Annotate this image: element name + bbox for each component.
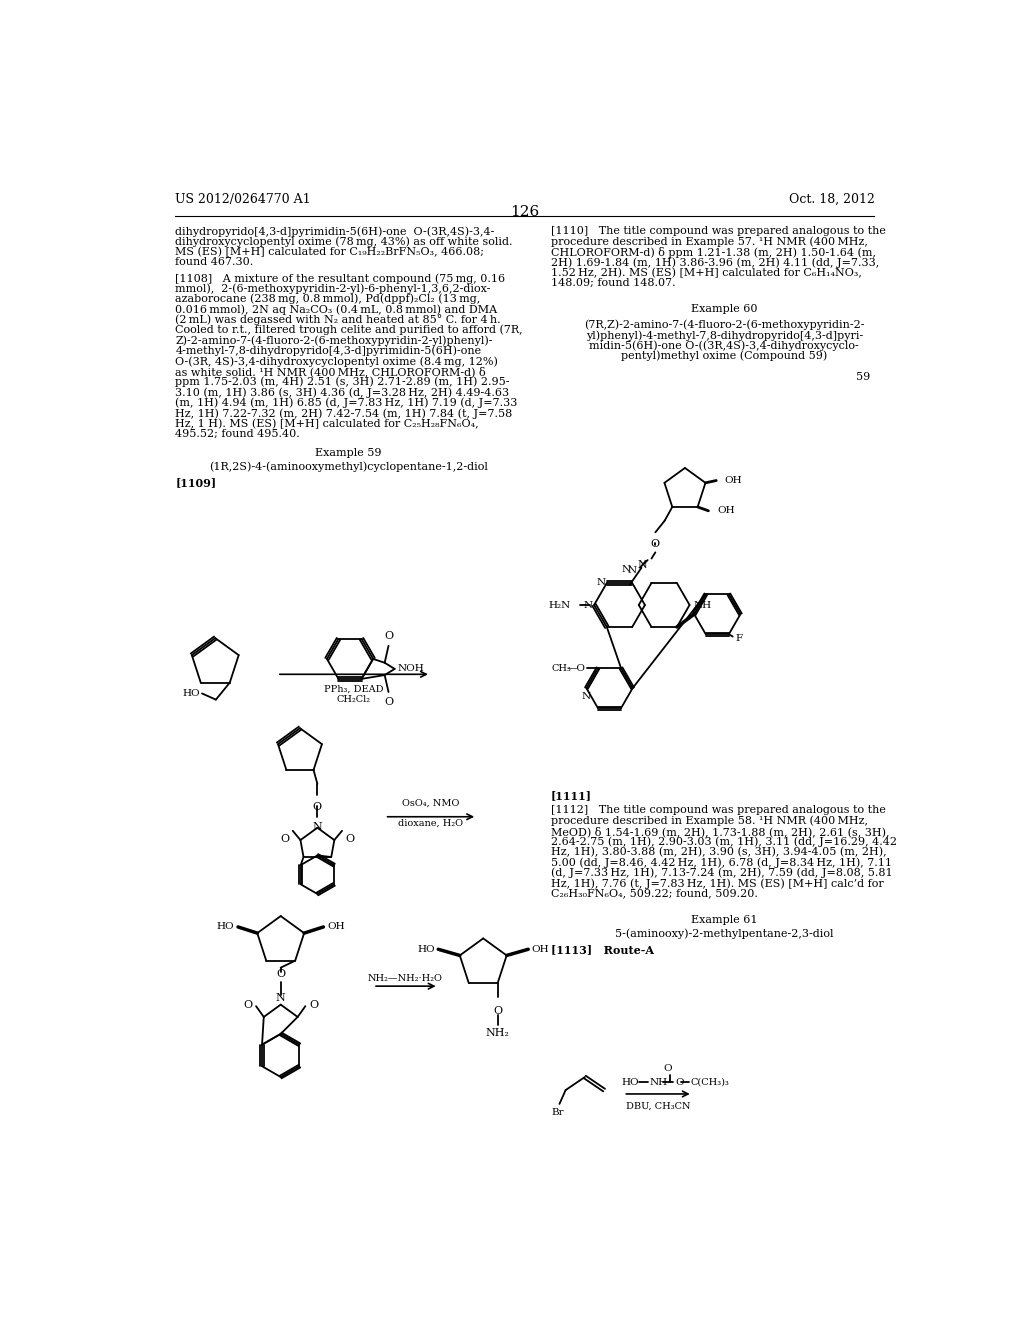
Text: O: O <box>309 999 318 1010</box>
Text: N: N <box>596 578 605 587</box>
Text: procedure described in Example 57. ¹H NMR (400 MHz,: procedure described in Example 57. ¹H NM… <box>551 236 868 247</box>
Text: O: O <box>281 833 290 843</box>
Text: as white solid. ¹H NMR (400 MHz, CHLOROFORM-d) δ: as white solid. ¹H NMR (400 MHz, CHLOROF… <box>175 367 485 378</box>
Text: dihydropyrido[4,3-d]pyrimidin-5(6H)-one  O-(3R,4S)-3,4-: dihydropyrido[4,3-d]pyrimidin-5(6H)-one … <box>175 226 495 236</box>
Text: Oct. 18, 2012: Oct. 18, 2012 <box>788 193 874 206</box>
Text: CH₂Cl₂: CH₂Cl₂ <box>337 696 371 704</box>
Text: HO: HO <box>418 945 435 954</box>
Text: (d, J=7.33 Hz, 1H), 7.13-7.24 (m, 2H), 7.59 (dd, J=8.08, 5.81: (d, J=7.33 Hz, 1H), 7.13-7.24 (m, 2H), 7… <box>551 867 893 878</box>
Text: MS (ES) [M+H] calculated for C₁₉H₂₂BrFN₅O₃, 466.08;: MS (ES) [M+H] calculated for C₁₉H₂₂BrFN₅… <box>175 247 484 257</box>
Text: azaborocane (238 mg, 0.8 mmol), Pd(dppf)₂Cl₂ (13 mg,: azaborocane (238 mg, 0.8 mmol), Pd(dppf)… <box>175 294 480 305</box>
Text: Hz, 1H) 7.22-7.32 (m, 2H) 7.42-7.54 (m, 1H) 7.84 (t, J=7.58: Hz, 1H) 7.22-7.32 (m, 2H) 7.42-7.54 (m, … <box>175 408 512 418</box>
Text: O: O <box>385 697 394 706</box>
Text: yl)phenyl)-4-methyl-7,8-dihydropyrido[4,3-d]pyri-: yl)phenyl)-4-methyl-7,8-dihydropyrido[4,… <box>586 330 863 341</box>
Text: DBU, CH₃CN: DBU, CH₃CN <box>626 1102 690 1110</box>
Text: mmol),  2-(6-methoxypyridin-2-yl)-6-phenyl-1,3,6,2-diox-: mmol), 2-(6-methoxypyridin-2-yl)-6-pheny… <box>175 284 490 294</box>
Text: N: N <box>312 822 323 833</box>
Text: HO: HO <box>216 923 234 932</box>
Text: C₂₆H₃₀FN₆O₄, 509.22; found, 509.20.: C₂₆H₃₀FN₆O₄, 509.22; found, 509.20. <box>551 888 758 899</box>
Text: HO: HO <box>622 1078 639 1086</box>
Text: [1111]: [1111] <box>551 789 592 801</box>
Text: [1108]   A mixture of the resultant compound (75 mg, 0.16: [1108] A mixture of the resultant compou… <box>175 273 506 284</box>
Text: (2 mL) was degassed with N₂ and heated at 85° C. for 4 h.: (2 mL) was degassed with N₂ and heated a… <box>175 314 501 326</box>
Text: 2.64-2.75 (m, 1H), 2.90-3.03 (m, 1H), 3.11 (dd, J=16.29, 4.42: 2.64-2.75 (m, 1H), 2.90-3.03 (m, 1H), 3.… <box>551 837 897 847</box>
Text: N: N <box>582 692 591 701</box>
Text: OsO₄, NMO: OsO₄, NMO <box>402 799 460 808</box>
Text: Example 61: Example 61 <box>691 915 758 924</box>
Text: dihydroxycyclopentyl oxime (78 mg, 43%) as off white solid.: dihydroxycyclopentyl oxime (78 mg, 43%) … <box>175 236 513 247</box>
Text: [1113]   Route-A: [1113] Route-A <box>551 944 654 954</box>
Text: Cooled to r.t., filtered trough celite and purified to afford (7R,: Cooled to r.t., filtered trough celite a… <box>175 325 523 335</box>
Text: CHLOROFORM-d) δ ppm 1.21-1.38 (m, 2H) 1.50-1.64 (m,: CHLOROFORM-d) δ ppm 1.21-1.38 (m, 2H) 1.… <box>551 247 876 257</box>
Text: procedure described in Example 58. ¹H NMR (400 MHz,: procedure described in Example 58. ¹H NM… <box>551 816 868 826</box>
Text: [1109]: [1109] <box>175 477 216 487</box>
Text: 1.52 Hz, 2H). MS (ES) [M+H] calculated for C₆H₁₄NO₃,: 1.52 Hz, 2H). MS (ES) [M+H] calculated f… <box>551 268 862 279</box>
Text: N: N <box>638 560 647 570</box>
Text: O: O <box>664 1064 673 1073</box>
Text: O: O <box>494 1006 502 1016</box>
Text: Example 60: Example 60 <box>691 304 758 314</box>
Text: O-(3R, 4S)-3,4-dihydroxycyclopentyl oxime (8.4 mg, 12%): O-(3R, 4S)-3,4-dihydroxycyclopentyl oxim… <box>175 356 498 367</box>
Text: [1110]   The title compound was prepared analogous to the: [1110] The title compound was prepared a… <box>551 226 886 236</box>
Text: N: N <box>628 566 637 576</box>
Text: midin-5(6H)-one O-((3R,4S)-3,4-dihydroxycyclo-: midin-5(6H)-one O-((3R,4S)-3,4-dihydroxy… <box>590 341 859 351</box>
Text: OH: OH <box>531 945 549 954</box>
Text: O: O <box>345 833 354 843</box>
Text: NH: NH <box>649 1078 668 1086</box>
Text: O: O <box>312 801 322 812</box>
Text: 2H) 1.69-1.84 (m, 1H) 3.86-3.96 (m, 2H) 4.11 (dd, J=7.33,: 2H) 1.69-1.84 (m, 1H) 3.86-3.96 (m, 2H) … <box>551 257 880 268</box>
Text: Hz, 1 H). MS (ES) [M+H] calculated for C₂₅H₂₈FN₆O₄,: Hz, 1 H). MS (ES) [M+H] calculated for C… <box>175 418 479 429</box>
Text: N: N <box>622 565 631 574</box>
Text: dioxane, H₂O: dioxane, H₂O <box>398 818 463 828</box>
Text: ppm 1.75-2.03 (m, 4H) 2.51 (s, 3H) 2.71-2.89 (m, 1H) 2.95-: ppm 1.75-2.03 (m, 4H) 2.51 (s, 3H) 2.71-… <box>175 378 510 388</box>
Text: 5.00 (dd, J=8.46, 4.42 Hz, 1H), 6.78 (d, J=8.34 Hz, 1H), 7.11: 5.00 (dd, J=8.46, 4.42 Hz, 1H), 6.78 (d,… <box>551 858 892 869</box>
Text: 126: 126 <box>510 205 540 219</box>
Text: O: O <box>385 631 394 642</box>
Text: Example 59: Example 59 <box>315 447 382 458</box>
Text: O: O <box>243 999 252 1010</box>
Text: O: O <box>651 539 659 549</box>
Text: 59: 59 <box>856 372 870 381</box>
Text: OH: OH <box>717 507 734 515</box>
Text: US 2012/0264770 A1: US 2012/0264770 A1 <box>175 193 311 206</box>
Text: 0.016 mmol), 2N aq Na₂CO₃ (0.4 mL, 0.8 mmol) and DMA: 0.016 mmol), 2N aq Na₂CO₃ (0.4 mL, 0.8 m… <box>175 304 498 314</box>
Text: found 467.30.: found 467.30. <box>175 257 254 268</box>
Text: N: N <box>275 993 286 1003</box>
Text: O: O <box>675 1078 684 1086</box>
Text: C(CH₃)₃: C(CH₃)₃ <box>690 1078 729 1086</box>
Text: OH: OH <box>725 477 742 484</box>
Text: (m, 1H) 4.94 (m, 1H) 6.85 (d, J=7.83 Hz, 1H) 7.19 (d, J=7.33: (m, 1H) 4.94 (m, 1H) 6.85 (d, J=7.83 Hz,… <box>175 397 517 408</box>
Text: NH₂—NH₂·H₂O: NH₂—NH₂·H₂O <box>368 974 443 983</box>
Text: CH₃: CH₃ <box>552 664 571 673</box>
Text: N: N <box>584 601 593 610</box>
Text: Hz, 1H), 7.76 (t, J=7.83 Hz, 1H). MS (ES) [M+H] calc’d for: Hz, 1H), 7.76 (t, J=7.83 Hz, 1H). MS (ES… <box>551 878 884 888</box>
Text: [1112]   The title compound was prepared analogous to the: [1112] The title compound was prepared a… <box>551 805 886 816</box>
Text: 4-methyl-7,8-dihydropyrido[4,3-d]pyrimidin-5(6H)-one: 4-methyl-7,8-dihydropyrido[4,3-d]pyrimid… <box>175 346 481 356</box>
Text: O: O <box>276 969 286 979</box>
Text: HO: HO <box>182 689 200 698</box>
Text: pentyl)methyl oxime (Compound 59): pentyl)methyl oxime (Compound 59) <box>622 351 827 362</box>
Text: 5-(aminooxy)-2-methylpentane-2,3-diol: 5-(aminooxy)-2-methylpentane-2,3-diol <box>615 928 834 939</box>
Text: 148.09; found 148.07.: 148.09; found 148.07. <box>551 279 676 288</box>
Text: NH: NH <box>693 601 712 610</box>
Text: —O: —O <box>566 664 586 673</box>
Text: Z)-2-amino-7-(4-fluoro-2-(6-methoxypyridin-2-yl)phenyl)-: Z)-2-amino-7-(4-fluoro-2-(6-methoxypyrid… <box>175 335 493 346</box>
Text: NH₂: NH₂ <box>485 1028 510 1039</box>
Text: NOH: NOH <box>397 664 425 673</box>
Text: F: F <box>735 634 742 643</box>
Text: (7R,Z)-2-amino-7-(4-fluoro-2-(6-methoxypyridin-2-: (7R,Z)-2-amino-7-(4-fluoro-2-(6-methoxyp… <box>584 319 864 330</box>
Text: 495.52; found 495.40.: 495.52; found 495.40. <box>175 429 300 438</box>
Text: OH: OH <box>328 923 345 932</box>
Text: MeOD) δ 1.54-1.69 (m, 2H), 1.73-1.88 (m, 2H), 2.61 (s, 3H),: MeOD) δ 1.54-1.69 (m, 2H), 1.73-1.88 (m,… <box>551 826 890 837</box>
Text: (1R,2S)-4-(aminooxymethyl)cyclopentane-1,2-diol: (1R,2S)-4-(aminooxymethyl)cyclopentane-1… <box>209 461 487 471</box>
Text: 3.10 (m, 1H) 3.86 (s, 3H) 4.36 (d, J=3.28 Hz, 2H) 4.49-4.63: 3.10 (m, 1H) 3.86 (s, 3H) 4.36 (d, J=3.2… <box>175 387 509 397</box>
Text: Br: Br <box>552 1107 564 1117</box>
Text: PPh₃, DEAD: PPh₃, DEAD <box>325 684 384 693</box>
Text: H₂N: H₂N <box>549 601 571 610</box>
Text: Hz, 1H), 3.80-3.88 (m, 2H), 3.90 (s, 3H), 3.94-4.05 (m, 2H),: Hz, 1H), 3.80-3.88 (m, 2H), 3.90 (s, 3H)… <box>551 847 887 857</box>
